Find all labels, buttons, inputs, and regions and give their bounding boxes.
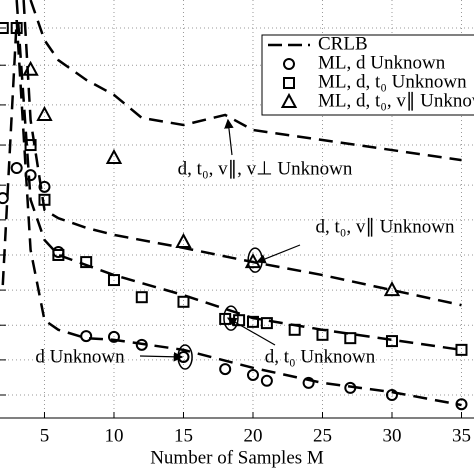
crlb-line (1, 19, 462, 407)
marker (455, 398, 468, 411)
marker (107, 274, 120, 287)
crlb-line (22, 0, 462, 307)
annotation-ellipse (177, 344, 193, 370)
marker (385, 389, 398, 402)
marker (260, 317, 273, 330)
annotation: d, t₀ Unknown (265, 346, 376, 367)
marker (246, 368, 259, 381)
marker (38, 193, 51, 206)
x-tick-label: 10 (104, 425, 123, 446)
x-axis-label: Number of Samples M (150, 447, 324, 468)
marker (52, 248, 65, 261)
marker (177, 295, 190, 308)
annotation-ellipse (247, 247, 263, 273)
annotation: d Unknown (35, 346, 125, 367)
annotation-arrow (224, 118, 234, 156)
marker (175, 232, 192, 249)
marker (24, 139, 37, 152)
marker (52, 246, 65, 259)
crlb-line (29, 0, 462, 162)
marker (0, 192, 9, 205)
marker (260, 374, 273, 387)
marker (246, 315, 259, 328)
marker (283, 77, 295, 89)
marker (344, 381, 357, 394)
marker (283, 58, 295, 70)
marker (38, 180, 51, 193)
marker (385, 335, 398, 348)
legend-label: ML, d Unknown (318, 52, 446, 73)
marker (288, 323, 301, 336)
marker (105, 148, 123, 165)
x-tick-label: 35 (452, 425, 471, 446)
x-tick-label: 30 (382, 425, 401, 446)
x-tick-label: 20 (243, 425, 262, 446)
marker (344, 332, 357, 345)
annotation: d, t₀, v∥ Unknown (315, 216, 455, 237)
marker (36, 105, 53, 121)
marker (10, 162, 23, 175)
marker (10, 22, 23, 35)
annotation-arrow (139, 351, 184, 362)
marker (24, 169, 37, 182)
x-tick-label: 5 (40, 425, 50, 446)
marker (0, 22, 9, 35)
marker (316, 328, 329, 341)
legend-label: ML, d, t₀ Unknown (318, 71, 467, 92)
marker (455, 343, 468, 356)
marker (383, 280, 401, 297)
marker (233, 314, 246, 327)
marker (80, 256, 93, 269)
x-tick-label: 15 (174, 425, 193, 446)
x-tick-label: 25 (313, 425, 332, 446)
marker (280, 92, 298, 108)
annotation: d, t₀, v∥, v⊥ Unknown (178, 158, 353, 179)
marker (80, 330, 93, 343)
legend-label: ML, d, t₀, v∥ Unknown (318, 90, 474, 111)
marker (22, 60, 39, 76)
annotation-ellipse (223, 305, 239, 331)
marker (135, 338, 148, 351)
annotation-arrow (256, 244, 301, 264)
marker (219, 363, 232, 376)
legend-label: CRLB (318, 33, 368, 54)
legend-box (261, 34, 474, 116)
marker (107, 330, 120, 343)
annotation-arrow (226, 317, 276, 346)
marker (302, 376, 315, 389)
marker (135, 291, 148, 304)
